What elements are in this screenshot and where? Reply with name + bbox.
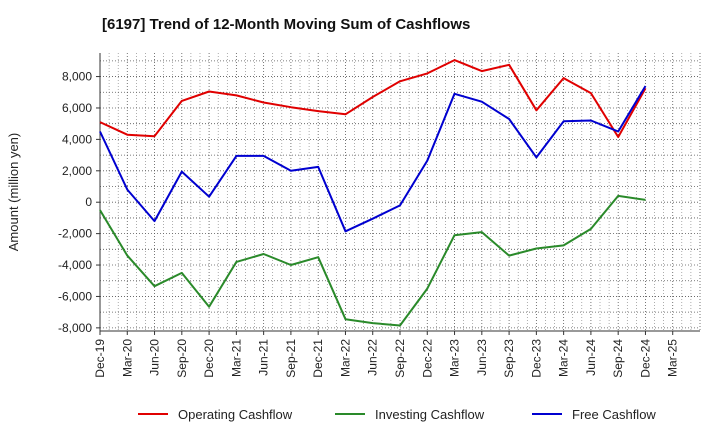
x-tick-label: Mar-20 [120, 339, 134, 377]
x-tick-label: Jun-20 [148, 339, 162, 376]
legend: Operating Cashflow Investing Cashflow Free… [138, 407, 656, 422]
x-tick-label: Mar-24 [557, 339, 571, 377]
y-tick-label: 2,000 [62, 164, 92, 178]
legend-label: Investing Cashflow [375, 407, 485, 422]
axes: -8,000 -6,000 -4,000 -2,000 0 2,000 4,000 6,000… [58, 53, 700, 378]
x-tick-label: Mar-25 [666, 339, 680, 377]
y-tick-label: -8,000 [58, 321, 92, 335]
legend-label: Free Cashflow [572, 407, 656, 422]
y-tick-label: 8,000 [62, 70, 92, 84]
x-tick-label: Sep-20 [175, 339, 189, 378]
x-tick-label: Sep-21 [284, 339, 298, 378]
series-lines [99, 59, 647, 327]
y-tick-label: -2,000 [58, 227, 92, 241]
x-tick-label: Dec-24 [638, 339, 652, 378]
y-tick-label: -4,000 [58, 258, 92, 272]
x-tick-label: Mar-23 [448, 339, 462, 377]
x-tick-label: Jun-23 [475, 339, 489, 376]
y-tick-label: -6,000 [58, 289, 92, 303]
chart-title: [6197] Trend of 12-Month Moving Sum of C… [102, 16, 470, 33]
x-tick-label: Dec-22 [420, 339, 434, 378]
x-tick-label: Dec-21 [311, 339, 325, 378]
x-tick-label: Dec-19 [93, 339, 107, 378]
x-tick-label: Jun-21 [257, 339, 271, 376]
x-tick-label: Mar-22 [338, 339, 352, 377]
x-tick-label: Sep-22 [393, 339, 407, 378]
y-tick-label: 0 [85, 195, 92, 209]
y-tick-label: 4,000 [62, 132, 92, 146]
x-tick-label: Sep-23 [502, 339, 516, 378]
x-tick-label: Sep-24 [611, 339, 625, 378]
grid [99, 53, 701, 331]
series-line-free-cashflow [99, 85, 647, 233]
series-line-investing-cashflow [99, 194, 646, 327]
x-tick-label: Jun-24 [584, 339, 598, 376]
y-axis-label: Amount (million yen) [6, 133, 21, 252]
x-tick-label: Dec-23 [529, 339, 543, 378]
x-tick-label: Dec-20 [202, 339, 216, 378]
x-tick-label: Jun-22 [366, 339, 380, 376]
series-line-operating-cashflow [99, 59, 647, 138]
x-tick-label: Mar-21 [229, 339, 243, 377]
y-tick-label: 6,000 [62, 101, 92, 115]
legend-label: Operating Cashflow [178, 407, 293, 422]
